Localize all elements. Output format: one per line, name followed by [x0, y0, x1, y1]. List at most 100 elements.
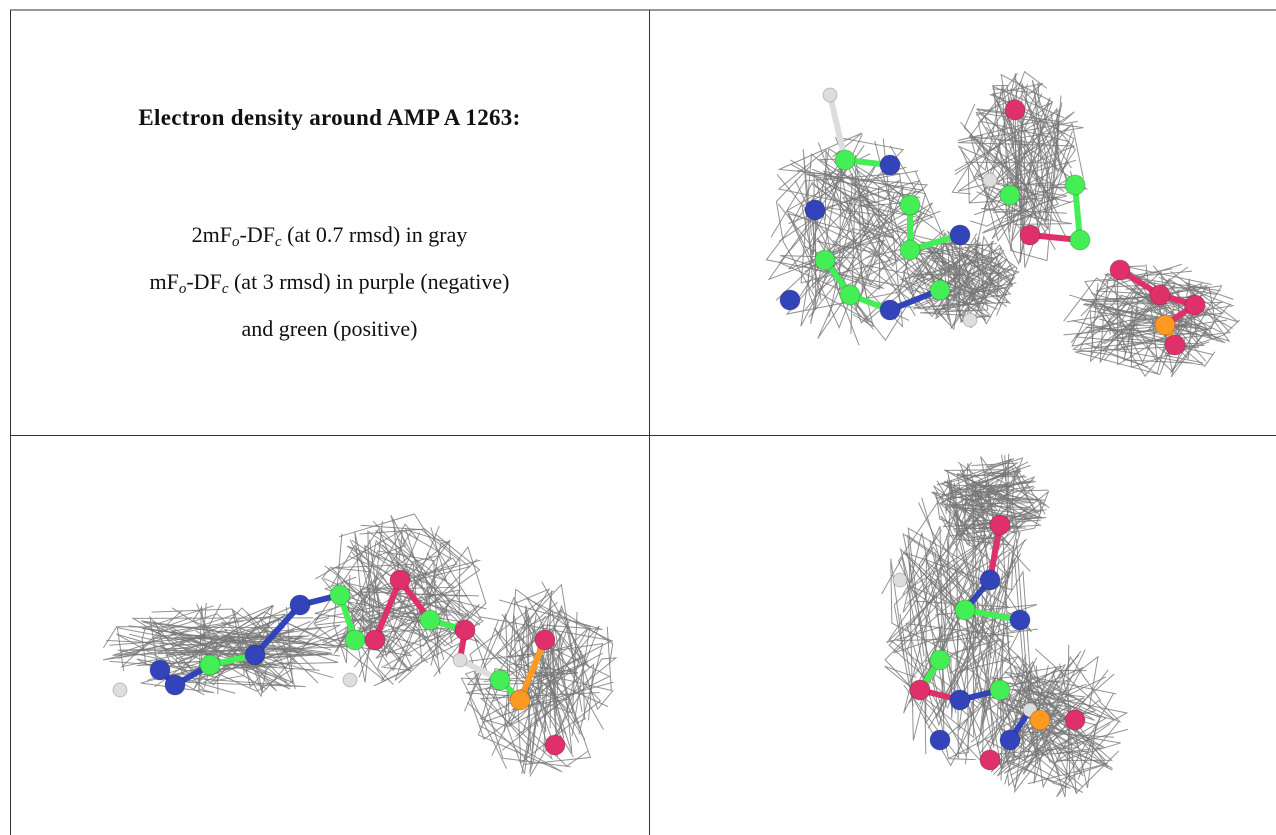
density-mesh — [954, 486, 1049, 507]
density-mesh — [331, 544, 453, 648]
density-mesh — [916, 249, 970, 287]
density-mesh — [815, 240, 876, 325]
density-mesh — [1000, 95, 1072, 186]
density-mesh — [992, 657, 1038, 745]
density-mesh — [788, 136, 941, 270]
density-mesh — [1007, 739, 1113, 787]
caption-line: and green (positive) — [11, 309, 648, 348]
density-mesh — [363, 525, 440, 659]
density-mesh — [935, 519, 1026, 719]
atom — [1149, 284, 1171, 306]
caption-line: 2mFo-DFc (at 0.7 rmsd) in gray — [11, 215, 648, 262]
density-mesh — [964, 235, 1014, 287]
density-mesh — [787, 172, 854, 318]
density-mesh — [991, 84, 1037, 220]
bond — [517, 637, 548, 703]
atom — [1154, 314, 1176, 336]
density-mesh — [152, 620, 296, 690]
subscript: c — [274, 234, 282, 250]
atom — [899, 239, 921, 261]
caption-text: -DF — [186, 269, 222, 294]
density-mesh — [1019, 698, 1121, 761]
density-mesh — [993, 100, 1037, 214]
density-mesh — [912, 272, 998, 310]
density-mesh — [102, 624, 341, 661]
density-mesh — [915, 236, 1007, 322]
density-mesh — [775, 164, 816, 298]
atom — [962, 312, 978, 328]
density-mesh — [351, 519, 402, 642]
density-mesh — [933, 491, 1011, 546]
bond — [827, 92, 848, 163]
density-mesh — [945, 248, 1000, 295]
atom — [452, 652, 468, 668]
density-mesh — [976, 674, 1039, 765]
atom — [489, 669, 511, 691]
density-mesh — [341, 520, 464, 623]
atom — [779, 289, 801, 311]
density-mesh — [479, 616, 613, 683]
caption-lines: 2mFo-DFc (at 0.7 rmsd) in gray mFo-DFc (a… — [11, 215, 648, 348]
atom — [1064, 174, 1086, 196]
density-mesh — [523, 650, 592, 765]
caption-text: 2mF — [191, 222, 232, 247]
atom — [929, 279, 951, 301]
density-mesh — [989, 667, 1083, 741]
density-mesh — [982, 724, 1071, 789]
density-mesh — [116, 633, 277, 672]
density-mesh — [1009, 88, 1062, 232]
density-mesh — [336, 610, 453, 647]
atom — [344, 629, 366, 651]
density-mesh — [912, 232, 987, 322]
atom — [814, 249, 836, 271]
density-mesh — [991, 93, 1075, 239]
caption-panel: Electron density around AMP A 1263: 2mFo… — [11, 11, 648, 434]
atom — [1064, 709, 1086, 731]
atom — [879, 299, 901, 321]
density-mesh — [1010, 135, 1073, 187]
density-mesh — [850, 168, 944, 334]
density-mesh — [346, 523, 418, 629]
density-mesh — [1099, 281, 1139, 363]
density-mesh — [944, 469, 1020, 513]
density-mesh — [890, 558, 966, 661]
density-mesh — [958, 612, 1005, 743]
atom — [364, 629, 386, 651]
density-mesh — [469, 590, 571, 768]
atom — [949, 224, 971, 246]
caption-text: (at 0.7 rmsd) in gray — [281, 222, 468, 247]
subscript: o — [178, 281, 187, 297]
density-mesh — [765, 161, 915, 290]
density-mesh — [968, 83, 1046, 180]
density-mesh — [491, 660, 614, 711]
density-mesh — [120, 610, 295, 681]
density-mesh — [193, 620, 287, 669]
atom — [1019, 224, 1041, 246]
density-mesh — [484, 654, 588, 767]
density-mesh — [520, 678, 563, 732]
density-mesh — [808, 179, 921, 318]
density-mesh — [1089, 283, 1176, 363]
density-mesh — [1000, 657, 1120, 798]
density-mesh — [364, 594, 438, 672]
density-mesh — [157, 631, 340, 657]
density-mesh — [881, 556, 927, 755]
atom — [834, 149, 856, 171]
atom — [999, 729, 1021, 751]
density-mesh — [777, 132, 863, 176]
atom — [989, 679, 1011, 701]
density-mesh — [817, 142, 926, 286]
density-mesh — [129, 604, 274, 674]
atom — [1004, 99, 1026, 121]
density-mesh — [469, 619, 551, 740]
density-mesh — [918, 502, 1026, 632]
density-mesh — [777, 148, 918, 220]
density-mesh — [969, 484, 1043, 529]
density-mesh — [377, 597, 467, 685]
density-mesh — [980, 240, 1012, 295]
density-mesh — [521, 663, 595, 775]
density-mesh — [332, 563, 423, 662]
atom — [979, 569, 1001, 591]
density-mesh — [1071, 318, 1213, 356]
density-mesh — [910, 242, 1011, 291]
